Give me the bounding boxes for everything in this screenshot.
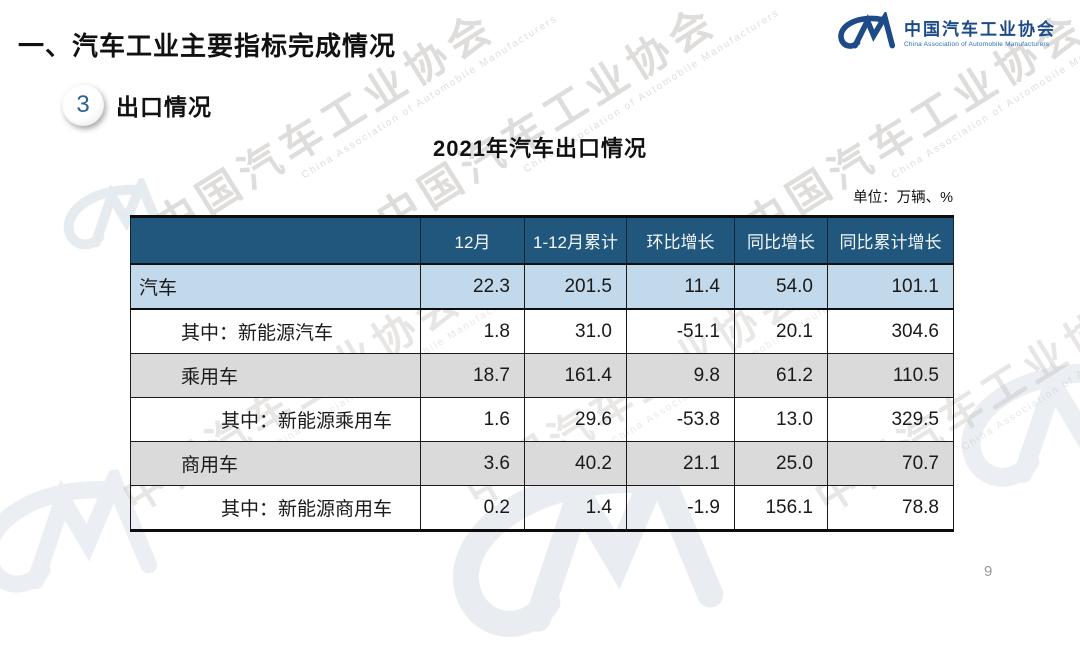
section-number-badge: 3 xyxy=(62,84,104,126)
cell-value: 78.8 xyxy=(827,485,954,532)
cell-value: -51.1 xyxy=(626,308,735,354)
table-header-row: 12月 1-12月累计 环比增长 同比增长 同比累计增长 xyxy=(130,216,954,265)
cam-logo-text: 中国汽车工业协会 China Association of Automobile… xyxy=(904,19,1056,49)
unit-label: 单位：万辆、% xyxy=(853,190,953,206)
cell-value: 18.7 xyxy=(420,353,525,398)
cell-value: 40.2 xyxy=(524,441,627,486)
table-row-commercial-vehicles: 商用车 3.6 40.2 21.1 25.0 70.7 xyxy=(130,441,954,486)
cell-value: 3.6 xyxy=(420,441,525,486)
cam-logo: 中国汽车工业协会 China Association of Automobile… xyxy=(834,9,1056,57)
export-data-table: 12月 1-12月累计 环比增长 同比增长 同比累计增长 汽车 22.3 201… xyxy=(130,215,954,532)
page-number: 9 xyxy=(984,563,993,580)
cell-value: 11.4 xyxy=(626,263,735,310)
table-row-nev: 其中：新能源汽车 1.8 31.0 -51.1 20.1 304.6 xyxy=(130,308,954,354)
cell-value: 25.0 xyxy=(734,441,828,486)
table-row-nev-passenger: 其中：新能源乘用车 1.6 29.6 -53.8 13.0 329.5 xyxy=(130,397,954,442)
column-header-yoy-cumulative-growth: 同比累计增长 xyxy=(827,216,954,265)
cell-value: 1.6 xyxy=(420,397,525,442)
cell-value: 304.6 xyxy=(827,308,954,354)
table-row-autos: 汽车 22.3 201.5 11.4 54.0 101.1 xyxy=(130,263,954,310)
cell-value: 31.0 xyxy=(524,308,627,354)
cell-value: 1.8 xyxy=(420,308,525,354)
table-title: 2021年汽车出口情况 xyxy=(433,136,647,161)
row-label: 其中：新能源乘用车 xyxy=(130,397,421,442)
cell-value: 201.5 xyxy=(524,263,627,310)
section-title: 出口情况 xyxy=(116,94,212,120)
cell-value: 20.1 xyxy=(734,308,828,354)
cell-value: -1.9 xyxy=(626,485,735,532)
cell-value: 21.1 xyxy=(626,441,735,486)
cell-value: 13.0 xyxy=(734,397,828,442)
cell-value: 0.2 xyxy=(420,485,525,532)
cell-value: 101.1 xyxy=(827,263,954,310)
column-header-yoy-growth: 同比增长 xyxy=(734,216,828,265)
cam-logo-subtitle: China Association of Automobile Manufact… xyxy=(904,41,1050,49)
column-header-mom-growth: 环比增长 xyxy=(626,216,735,265)
row-label: 其中：新能源汽车 xyxy=(130,308,421,354)
column-header-ytd: 1-12月累计 xyxy=(524,216,627,265)
section-header: 3 出口情况 xyxy=(62,84,212,126)
table-row-nev-commercial: 其中：新能源商用车 0.2 1.4 -1.9 156.1 78.8 xyxy=(130,485,954,532)
cell-value: 22.3 xyxy=(420,263,525,310)
cell-value: 329.5 xyxy=(827,397,954,442)
cell-value: 110.5 xyxy=(827,353,954,398)
cam-cm-monogram-icon xyxy=(834,9,896,57)
cell-value: -53.8 xyxy=(626,397,735,442)
row-label: 商用车 xyxy=(130,441,421,486)
cell-value: 161.4 xyxy=(524,353,627,398)
cell-value: 29.6 xyxy=(524,397,627,442)
table-row-passenger-vehicles: 乘用车 18.7 161.4 9.8 61.2 110.5 xyxy=(130,353,954,398)
column-header-category xyxy=(130,216,421,265)
page-title: 一、汽车工业主要指标完成情况 xyxy=(18,31,397,61)
cell-value: 61.2 xyxy=(734,353,828,398)
cam-logo-title: 中国汽车工业协会 xyxy=(904,19,1056,39)
row-label: 乘用车 xyxy=(130,353,421,398)
column-header-december: 12月 xyxy=(420,216,525,265)
cell-value: 156.1 xyxy=(734,485,828,532)
row-label: 汽车 xyxy=(130,263,421,310)
cell-value: 1.4 xyxy=(524,485,627,532)
cell-value: 9.8 xyxy=(626,353,735,398)
cell-value: 70.7 xyxy=(827,441,954,486)
cell-value: 54.0 xyxy=(734,263,828,310)
row-label: 其中：新能源商用车 xyxy=(130,485,421,532)
cam-logo-watermark-icon xyxy=(937,345,1080,500)
